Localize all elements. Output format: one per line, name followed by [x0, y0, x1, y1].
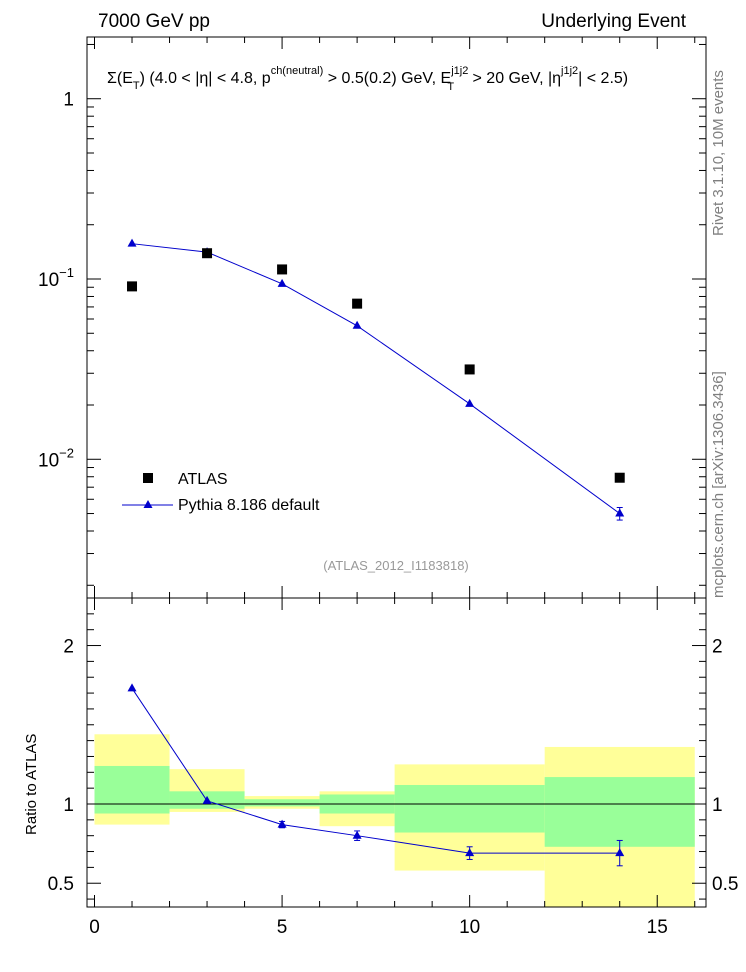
ratio-band-stat — [94, 765, 170, 814]
ytick-label-1e-2: 10−2 — [38, 445, 74, 471]
atlas-point — [352, 298, 363, 309]
atlas-point — [127, 281, 138, 292]
ratio-pythia-point — [277, 819, 287, 828]
ytick-label-1e-1: 10−1 — [38, 265, 74, 291]
legend-atlas-label: ATLAS — [178, 471, 228, 488]
main-panel: 10−2 10−1 1 Σ(ET) (4.0 < |η| < 4.8, pch(ne… — [38, 36, 707, 599]
legend-atlas-marker — [143, 473, 153, 483]
xtick-label: 5 — [277, 917, 288, 938]
ratio-pythia-point — [352, 830, 362, 839]
ratio-ytick-label: 1 — [63, 795, 74, 816]
atlas-point — [464, 364, 475, 375]
xtick-label: 10 — [459, 917, 480, 938]
ratio-ylabel: Ratio to ATLAS — [23, 734, 40, 835]
legend: ATLAS Pythia 8.186 default — [122, 471, 320, 514]
ratio-panel: 0 5 10 15 0.5 0.5 1 1 2 2 Ratio to ATLAS — [23, 597, 738, 938]
ratio-ytick-label: 0.5 — [48, 874, 74, 895]
ratio-ytick-label-right: 0.5 — [712, 874, 738, 895]
ratio-pythia-point — [465, 848, 475, 857]
ratio-frame — [86, 597, 707, 908]
ratio-pythia-line — [131, 688, 620, 854]
ytick-label-1: 1 — [63, 90, 74, 111]
rivet-label: Rivet 3.1.10, 10M events — [710, 70, 727, 236]
analysis-label: (ATLAS_2012_I1183818) — [323, 558, 469, 573]
ratio-ytick-label-right: 2 — [712, 637, 723, 658]
ratio-pythia-point — [202, 795, 212, 804]
ratio-ytick-label: 2 — [63, 637, 74, 658]
xtick-label: 15 — [647, 917, 668, 938]
header-right: Underlying Event — [541, 11, 686, 32]
xtick-label: 0 — [89, 917, 100, 938]
pythia-point — [277, 278, 287, 287]
pythia-point — [615, 508, 625, 517]
ratio-pythia-point — [615, 848, 625, 857]
ratio-band-stat — [244, 799, 320, 807]
ratio-pythia-point — [127, 683, 137, 692]
ratio-band-stat — [394, 784, 545, 833]
mcplots-label: mcplots.cern.ch [arXiv:1306.3436] — [710, 371, 727, 598]
ratio-ytick-label-right: 1 — [712, 795, 723, 816]
atlas-point — [614, 472, 625, 483]
chart-title: Σ(ET) (4.0 < |η| < 4.8, pch(neutral) > 0… — [107, 65, 628, 93]
legend-pythia-label: Pythia 8.186 default — [178, 497, 320, 514]
pythia-point — [352, 320, 362, 329]
legend-pythia-marker — [143, 500, 153, 508]
pythia-point — [465, 398, 475, 407]
pythia-line — [131, 243, 621, 514]
pythia-point — [127, 238, 137, 247]
atlas-point — [202, 248, 213, 259]
header-left: 7000 GeV pp — [98, 11, 210, 32]
atlas-point — [277, 264, 288, 275]
ratio-band-stat — [544, 777, 695, 847]
